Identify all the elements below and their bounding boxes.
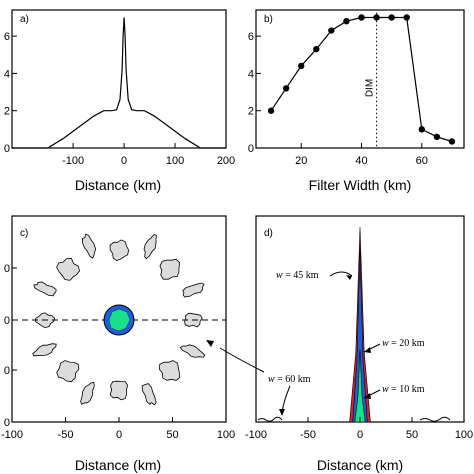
panel-a-ytick-label: 0 <box>4 143 10 155</box>
panel-a-xtick-label: 200 <box>217 155 235 167</box>
panel-b-curve <box>270 16 453 143</box>
panel-a: a) Distance (km) <box>12 14 226 193</box>
panel-c-ytick-label: 0 <box>4 365 10 377</box>
panel-c-xtick-label: -50 <box>58 429 74 441</box>
panel-b-point <box>448 138 456 145</box>
annotation-w10: w = 10 km <box>382 384 425 395</box>
panel-c-blob <box>56 257 80 281</box>
panel-c-blob <box>81 233 97 259</box>
panel-d-label: d) <box>264 228 273 239</box>
panel-d-peak-series-2 <box>354 349 366 423</box>
panel-b-point <box>313 45 320 53</box>
panel-c-blob <box>32 343 57 357</box>
annotation-w60-arrow-down <box>281 385 291 413</box>
panel-a-xtick-label: -100 <box>62 155 84 167</box>
panel-b-point <box>282 85 290 92</box>
panel-c-xtick-label: 100 <box>217 429 235 441</box>
panel-b-point <box>343 17 350 25</box>
panel-c-center-inner <box>108 308 131 332</box>
panel-b-point <box>267 107 275 114</box>
panel-b-point <box>298 62 305 70</box>
annotation-w45: w = 45 km <box>276 270 319 281</box>
panel-b-dim-label: DIM <box>365 79 376 97</box>
panel-c-blob <box>80 381 95 405</box>
panel-b-point <box>358 14 365 21</box>
panel-c-blob <box>141 383 157 406</box>
annotation-w45-arrow <box>329 271 353 277</box>
panel-b-xtick-label: 60 <box>416 155 428 167</box>
panel-b-xlabel: Filter Width (km) <box>309 177 412 193</box>
panel-d-xtick-label: -100 <box>245 429 267 441</box>
annotation-w60-arrow-left <box>219 347 265 373</box>
panel-c-blob <box>179 344 206 358</box>
panel-c-blob <box>33 281 57 297</box>
annotation-w20-arrowhead <box>364 347 371 353</box>
panel-a-ytick-label: 6 <box>4 31 10 43</box>
panel-d: d) Distance (km) w = 45 km w = 20 km w =… <box>206 227 451 473</box>
panel-b: DIM b) Filter Width (km) <box>264 12 456 193</box>
panel-d-xtick-label: -50 <box>300 429 316 441</box>
panel-c-blob <box>109 380 129 401</box>
panel-c: c) Distance (km) <box>12 228 226 473</box>
panel-c-label: c) <box>20 228 28 239</box>
panel-a-label: a) <box>20 14 29 25</box>
annotation-w10-arrowhead <box>364 393 371 399</box>
annotation-w20: w = 20 km <box>382 338 425 349</box>
panel-c-ytick-label: 0 <box>4 417 10 429</box>
panel-d-xtick-label: 0 <box>357 429 363 441</box>
panel-b-point <box>388 14 395 21</box>
panel-b-point <box>373 14 380 21</box>
panel-c-ring-blobs <box>32 233 206 406</box>
panel-c-xtick-label: -100 <box>1 429 23 441</box>
panel-b-frame <box>255 9 465 149</box>
panel-b-point <box>418 126 425 133</box>
panel-c-blob <box>143 233 157 260</box>
panel-b-ytick-label: 6 <box>248 31 254 43</box>
panel-b-xtick-label: 40 <box>355 155 367 167</box>
annotation-w60-arrowhead-left <box>206 340 214 347</box>
panel-c-blob <box>182 282 205 298</box>
panel-c-blob <box>109 239 130 262</box>
panel-c-xtick-label: 50 <box>166 429 178 441</box>
panel-a-ytick-label: 2 <box>4 106 10 118</box>
panel-c-ytick-label: 0 <box>4 263 10 275</box>
panel-b-point <box>328 27 335 34</box>
panel-d-baseline-noise <box>257 416 451 422</box>
annotation-w45-arrowhead <box>346 275 352 280</box>
panel-c-xlabel: Distance (km) <box>75 457 161 473</box>
panel-b-ytick-label: 0 <box>248 143 254 155</box>
panel-b-ytick-label: 2 <box>248 106 254 118</box>
panel-b-point <box>433 133 441 141</box>
panel-a-curve <box>12 17 226 149</box>
panel-c-ytick-label: 0 <box>4 315 10 327</box>
panel-b-xtick-label: 20 <box>295 155 307 167</box>
panel-a-ytick-label: 4 <box>4 68 10 80</box>
panel-b-point <box>403 14 410 21</box>
panel-c-blob <box>56 360 80 382</box>
panel-b-label: b) <box>264 14 273 25</box>
panel-a-xtick-label: 0 <box>121 155 127 167</box>
panel-d-xtick-label: 100 <box>455 429 473 441</box>
annotation-w60-arrowhead-down <box>279 409 285 416</box>
panel-d-xlabel: Distance (km) <box>317 457 403 473</box>
annotation-w60: w = 60 km <box>268 374 311 385</box>
panel-a-frame <box>11 9 227 149</box>
panel-a-xlabel: Distance (km) <box>75 177 161 193</box>
panel-c-blob <box>158 360 181 381</box>
panel-c-blob <box>159 258 181 280</box>
panel-c-xtick-label: 0 <box>116 429 122 441</box>
panel-a-xtick-label: 100 <box>166 155 184 167</box>
panel-b-ytick-label: 4 <box>248 68 254 80</box>
panel-d-xtick-label: 50 <box>406 429 418 441</box>
